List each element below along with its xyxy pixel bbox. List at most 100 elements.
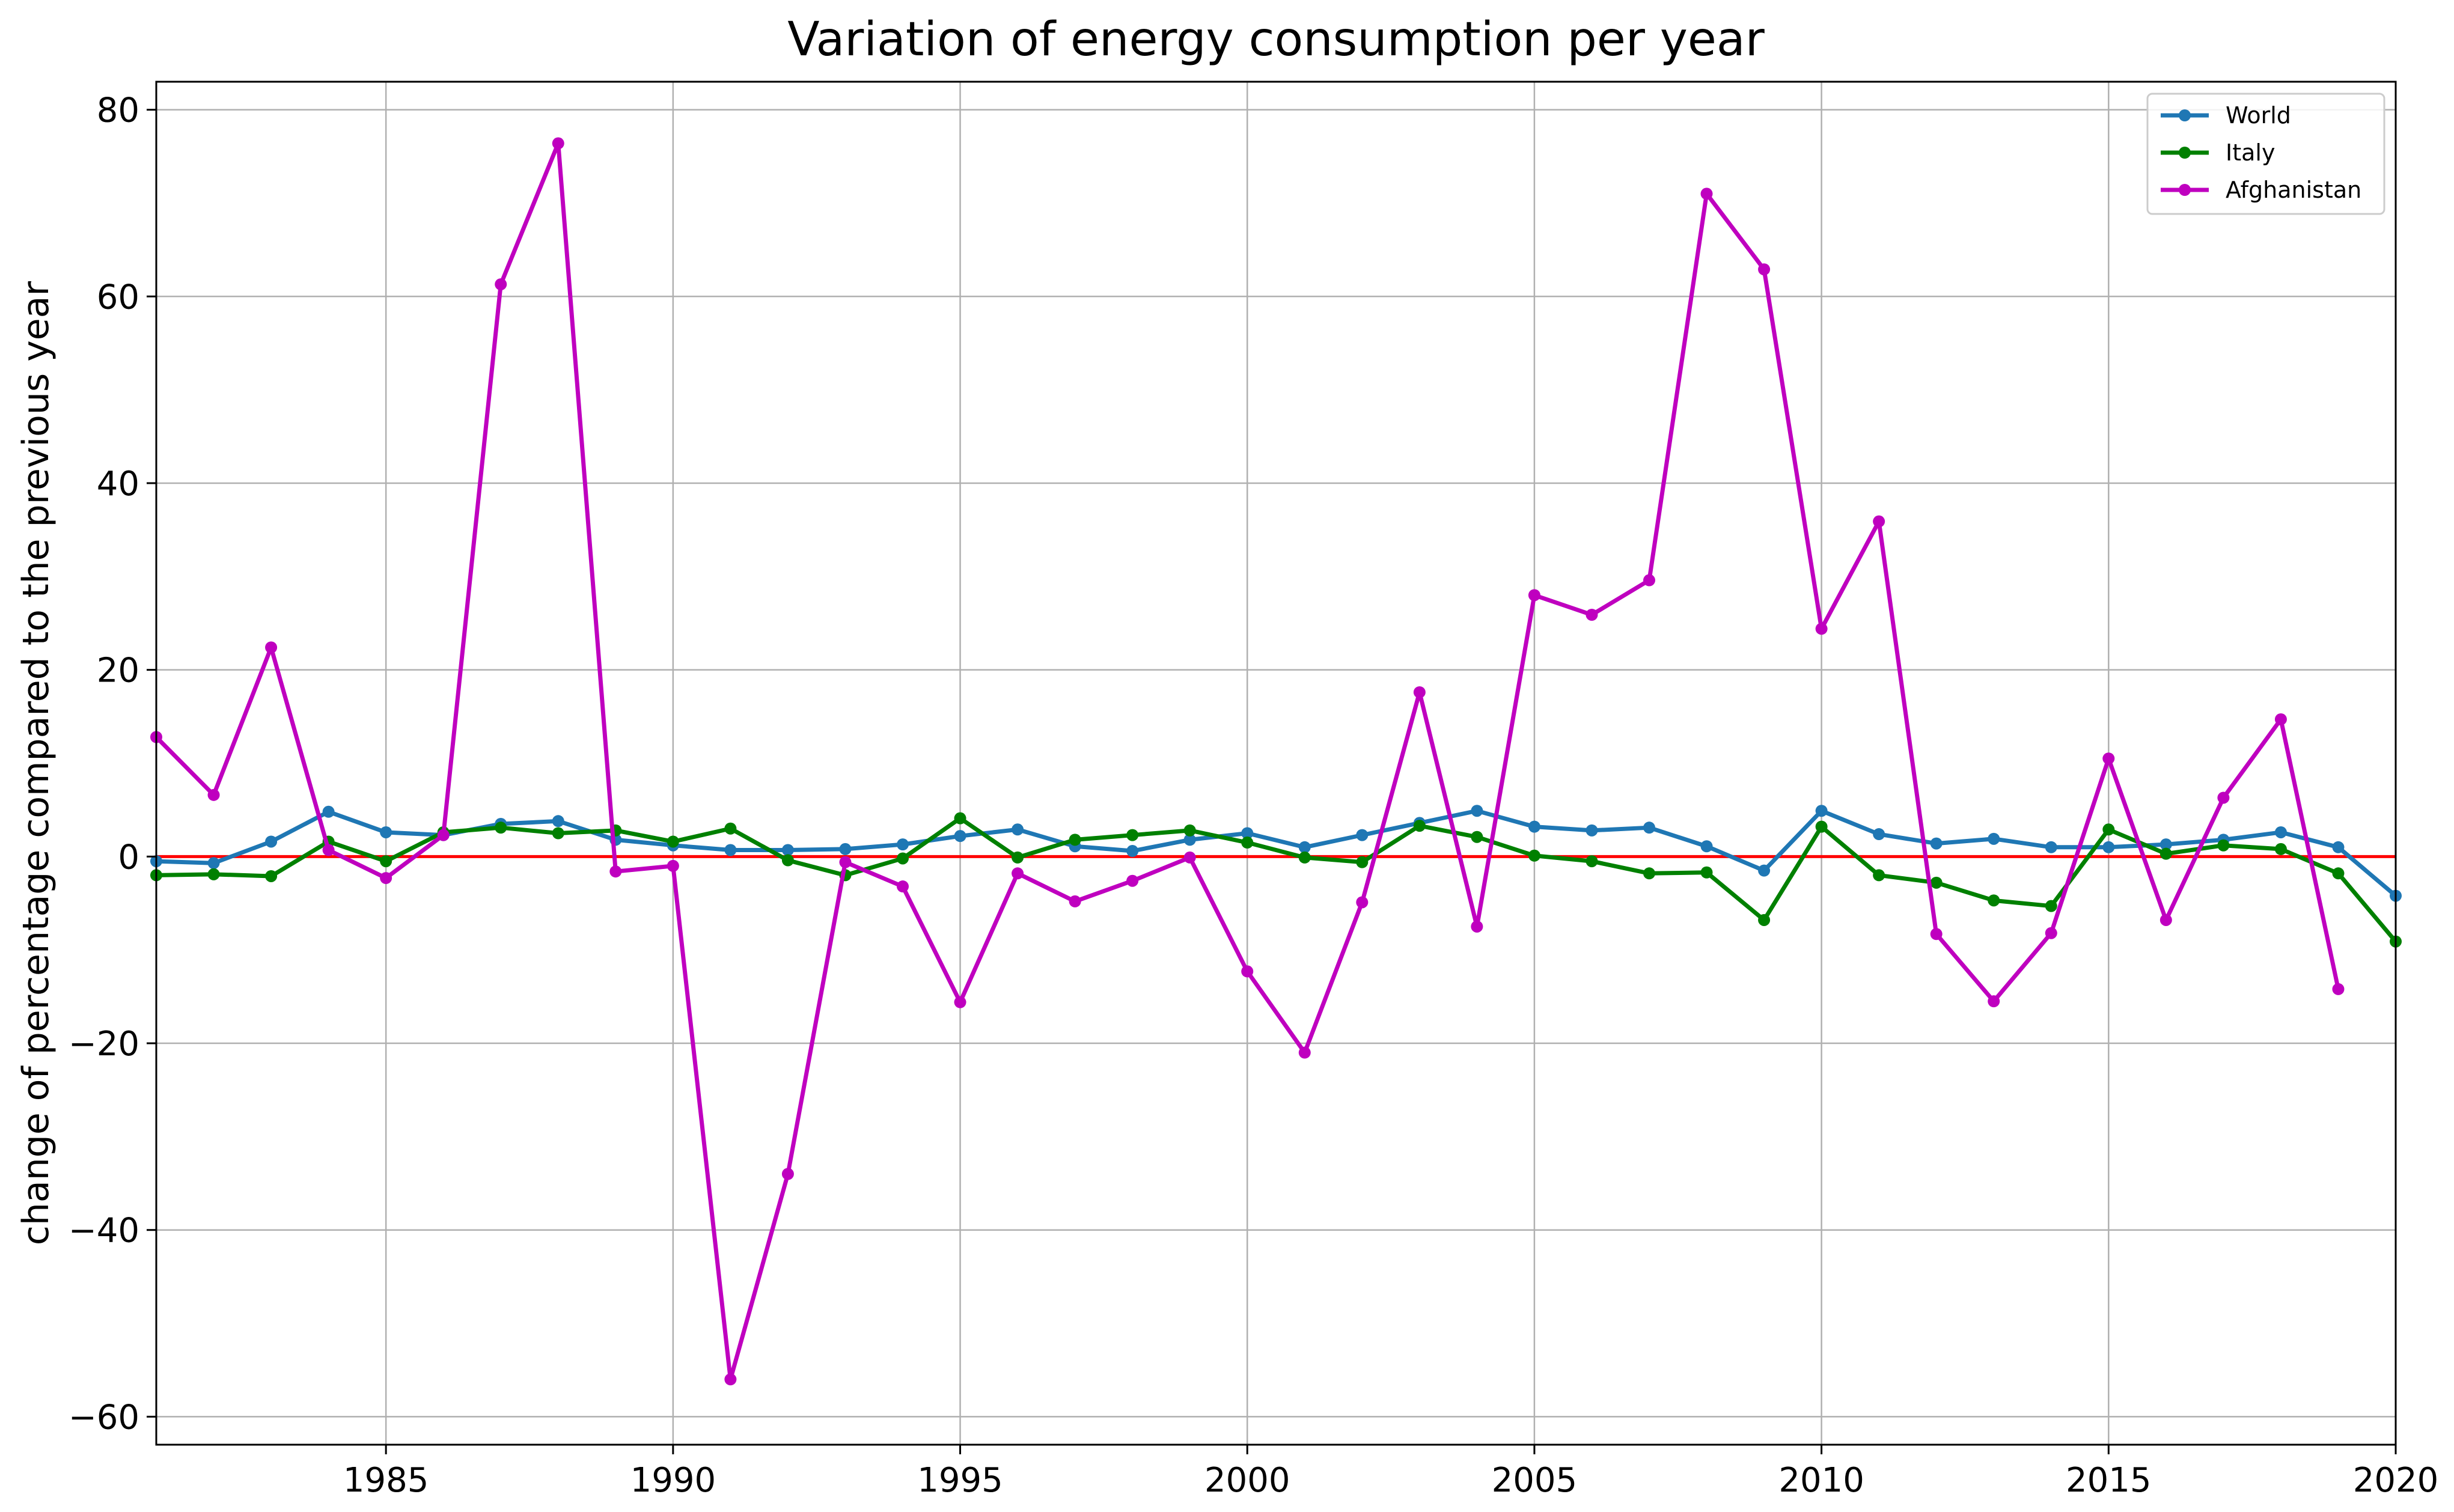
data-point-italy [1528,849,1540,862]
data-point-world [724,844,737,856]
data-point-world [1643,822,1655,834]
data-point-world [380,826,392,838]
data-point-afghanistan [1528,589,1540,602]
x-tick-label: 2020 [2353,1461,2439,1500]
data-point-italy [1930,876,1943,889]
data-point-afghanistan [437,829,450,841]
data-point-afghanistan [781,1168,794,1180]
data-point-italy [954,812,966,825]
legend-label-italy: Italy [2226,139,2275,166]
data-point-afghanistan [839,856,852,868]
data-point-afghanistan [954,996,966,1008]
x-tick-label: 1985 [343,1461,429,1500]
data-point-italy [1586,855,1598,868]
data-point-world [1988,832,2000,845]
data-point-world [2274,826,2287,838]
data-point-afghanistan [609,865,622,878]
data-point-world [1012,823,1024,836]
tick-labels: 1985 1990 1995 2000 2005 2010 2015 2020 −60 −40 −2… [69,91,2438,1500]
legend-box [2146,93,2385,215]
data-point-world [1700,840,1713,853]
data-point-world [2332,841,2345,853]
data-point-italy [897,852,909,865]
data-point-afghanistan [1815,623,1828,635]
data-point-afghanistan [1126,874,1139,887]
series-world [150,805,2402,902]
data-point-afghanistan [265,641,278,654]
data-point-italy [1873,869,1885,882]
data-point-italy [552,827,564,840]
data-point-world [1298,841,1311,853]
data-point-afghanistan [2274,713,2287,725]
legend-label-afghanistan: Afghanistan [2226,177,2361,203]
data-point-world [1126,845,1139,858]
data-point-italy [1758,913,1771,926]
data-point-italy [1815,820,1828,833]
data-point-afghanistan [724,1373,737,1386]
data-point-italy [2217,839,2230,852]
data-point-afghanistan [1643,574,1655,587]
series-afghanistan [150,137,2345,1386]
data-point-world [1183,834,1196,846]
data-point-afghanistan [1988,995,2000,1008]
data-point-italy [2159,847,2172,860]
data-point-italy [1356,856,1369,868]
data-point-italy [724,822,737,835]
data-point-afghanistan [1930,928,1943,940]
legend-marker-world [2179,109,2191,121]
data-point-world [954,830,966,843]
data-point-afghanistan [1586,609,1598,621]
data-point-italy [265,870,278,882]
data-point-italy [1988,894,2000,907]
data-point-world [1930,837,1943,850]
data-point-italy [1643,867,1655,880]
data-point-afghanistan [1700,187,1713,200]
data-point-afghanistan [1241,965,1254,978]
x-tick-label: 2000 [1204,1461,1290,1500]
data-point-world [265,835,278,848]
data-point-italy [1012,851,1024,864]
y-tick-label: 80 [97,91,139,130]
data-point-world [1758,864,1771,877]
data-point-afghanistan [495,278,507,291]
data-point-italy [667,835,679,848]
data-point-world [1815,805,1828,817]
data-point-afghanistan [1873,515,1885,528]
data-point-italy [1298,851,1311,864]
data-point-world [839,843,852,855]
data-point-italy [1700,866,1713,879]
data-point-afghanistan [667,859,679,872]
y-tick-label: −60 [69,1398,139,1437]
x-tick-label: 1995 [917,1461,1003,1500]
y-tick-label: 40 [97,465,139,504]
data-point-world [1241,827,1254,840]
data-point-world [552,815,564,828]
series-line-italy [156,816,2398,943]
data-point-world [1586,824,1598,837]
data-point-afghanistan [1069,895,1081,907]
x-tick-label: 2010 [1778,1461,1864,1500]
legend-marker-italy [2179,147,2191,159]
y-tick-label: −40 [69,1212,139,1251]
legend-label-world: World [2226,102,2291,129]
data-point-world [1471,805,1483,817]
y-tick-label: 0 [118,838,139,877]
data-point-afghanistan [322,844,335,856]
data-point-world [322,805,335,818]
data-point-world [207,857,220,870]
data-point-afghanistan [2332,983,2345,995]
data-point-world [897,838,909,851]
x-tick-label: 2005 [1492,1461,1578,1500]
data-point-italy [1471,831,1483,843]
data-point-afghanistan [380,872,392,885]
data-point-italy [781,854,794,867]
data-point-afghanistan [2102,752,2115,765]
data-point-afghanistan [897,880,909,893]
data-point-italy [1069,834,1081,846]
data-point-italy [1183,824,1196,837]
data-point-world [1356,829,1369,841]
data-point-afghanistan [1183,851,1196,864]
data-point-italy [1413,820,1426,832]
legend-marker-afghanistan [2179,184,2191,196]
